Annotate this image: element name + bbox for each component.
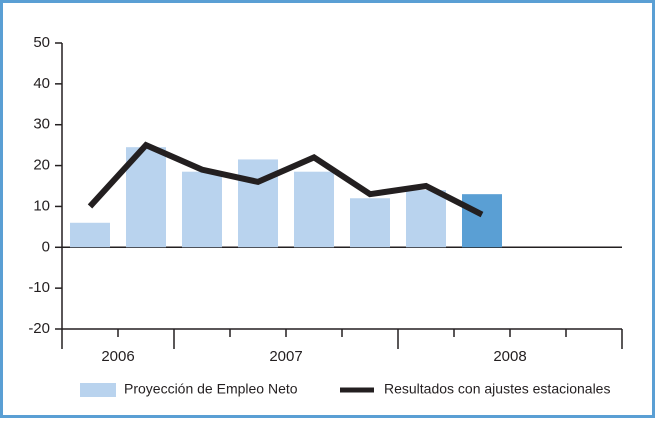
legend-label: Proyección de Empleo Neto <box>124 381 298 397</box>
y-tick-label: 20 <box>33 157 50 174</box>
legend-label: Resultados con ajustes estacionales <box>384 381 610 397</box>
y-tick-label: -20 <box>28 320 50 337</box>
x-group-label: 2007 <box>269 348 302 365</box>
y-tick-label: -10 <box>28 279 50 296</box>
bar <box>462 194 502 248</box>
legend-swatch <box>80 383 116 397</box>
y-tick-label: 30 <box>33 116 50 133</box>
bar <box>294 171 334 248</box>
y-tick-label: 40 <box>33 75 50 92</box>
y-tick-label: 50 <box>33 34 50 51</box>
bar <box>182 171 222 248</box>
bar <box>70 222 110 248</box>
x-group-label: 2006 <box>101 348 134 365</box>
bar <box>406 190 446 248</box>
y-tick-label: 10 <box>33 197 50 214</box>
y-tick-label: 0 <box>42 238 50 255</box>
x-group-label: 2008 <box>493 348 526 365</box>
bar <box>350 198 390 248</box>
line <box>87 141 484 218</box>
